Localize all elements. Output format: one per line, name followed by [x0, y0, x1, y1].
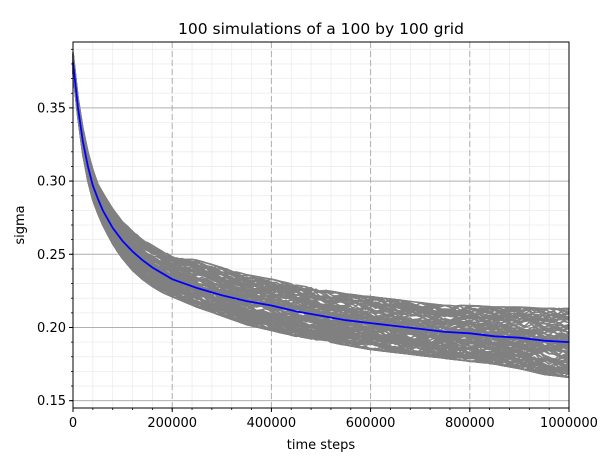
x-tick-label: 800000	[445, 416, 495, 431]
x-tick-label: 600000	[346, 416, 396, 431]
y-tick-label: 0.35	[37, 101, 66, 116]
simulation-line	[72, 66, 570, 362]
x-axis-label: time steps	[287, 438, 356, 453]
y-axis-ticks: 0.15 0.20 0.25 0.30 0.35	[37, 48, 73, 409]
simulation-line	[72, 60, 570, 341]
simulation-line	[72, 54, 570, 324]
plot-area	[72, 41, 570, 409]
x-tick-label: 400000	[247, 416, 297, 431]
x-tick-label: 1000000	[540, 416, 598, 431]
simulation-line	[72, 65, 570, 358]
simulation-lines	[72, 52, 570, 379]
y-tick-label: 0.20	[37, 321, 66, 336]
simulation-line	[72, 56, 570, 335]
x-tick-label: 0	[69, 416, 77, 431]
x-axis-ticks: 0 200000 400000 600000 800000 1000000	[69, 408, 598, 431]
y-tick-label: 0.25	[37, 248, 66, 263]
y-axis-label: sigma	[13, 205, 28, 244]
simulation-line	[72, 63, 570, 353]
mean-line	[72, 62, 570, 343]
simulation-line	[72, 71, 570, 379]
simulation-line	[72, 62, 570, 343]
simulation-line	[72, 53, 570, 321]
x-tick-label: 200000	[147, 416, 197, 431]
y-tick-label: 0.30	[37, 175, 66, 190]
y-tick-label: 0.15	[37, 394, 66, 409]
simulation-line	[72, 68, 570, 374]
major-grid	[72, 42, 570, 408]
chart-title: 100 simulations of a 100 by 100 grid	[178, 20, 464, 38]
mean-line-layer	[72, 62, 570, 343]
simulation-line	[72, 55, 570, 323]
